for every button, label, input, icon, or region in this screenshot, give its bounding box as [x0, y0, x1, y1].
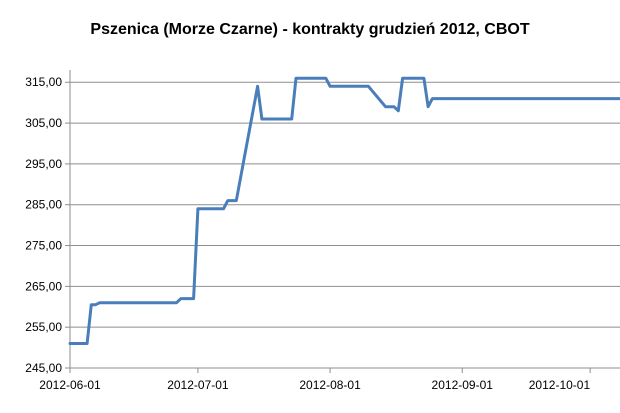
x-tick-label: 2012-10-01	[529, 378, 591, 392]
y-tick-label: 305,00	[25, 116, 62, 130]
y-tick-label: 245,00	[25, 361, 62, 375]
y-tick-label: 295,00	[25, 157, 62, 171]
y-tick-label: 265,00	[25, 279, 62, 293]
grid-layer	[70, 81, 620, 369]
y-tick-label: 255,00	[25, 320, 62, 334]
x-tick-label: 2012-07-01	[167, 378, 229, 392]
axis-layer	[65, 70, 620, 373]
x-tick-label: 2012-09-01	[432, 378, 494, 392]
y-tick-label: 315,00	[25, 75, 62, 89]
y-tick-label: 285,00	[25, 198, 62, 212]
y-tick-label: 275,00	[25, 239, 62, 253]
series-line-0	[68, 76, 620, 345]
x-tick-label: 2012-06-01	[39, 378, 101, 392]
series-layer	[68, 76, 620, 345]
chart-title: Pszenica (Morze Czarne) - kontrakty grud…	[90, 21, 529, 38]
x-tick-label: 2012-08-01	[299, 378, 361, 392]
label-layer: 245,00 255,00 265,00 275,00 285,00 295,00 305,…	[25, 75, 590, 392]
